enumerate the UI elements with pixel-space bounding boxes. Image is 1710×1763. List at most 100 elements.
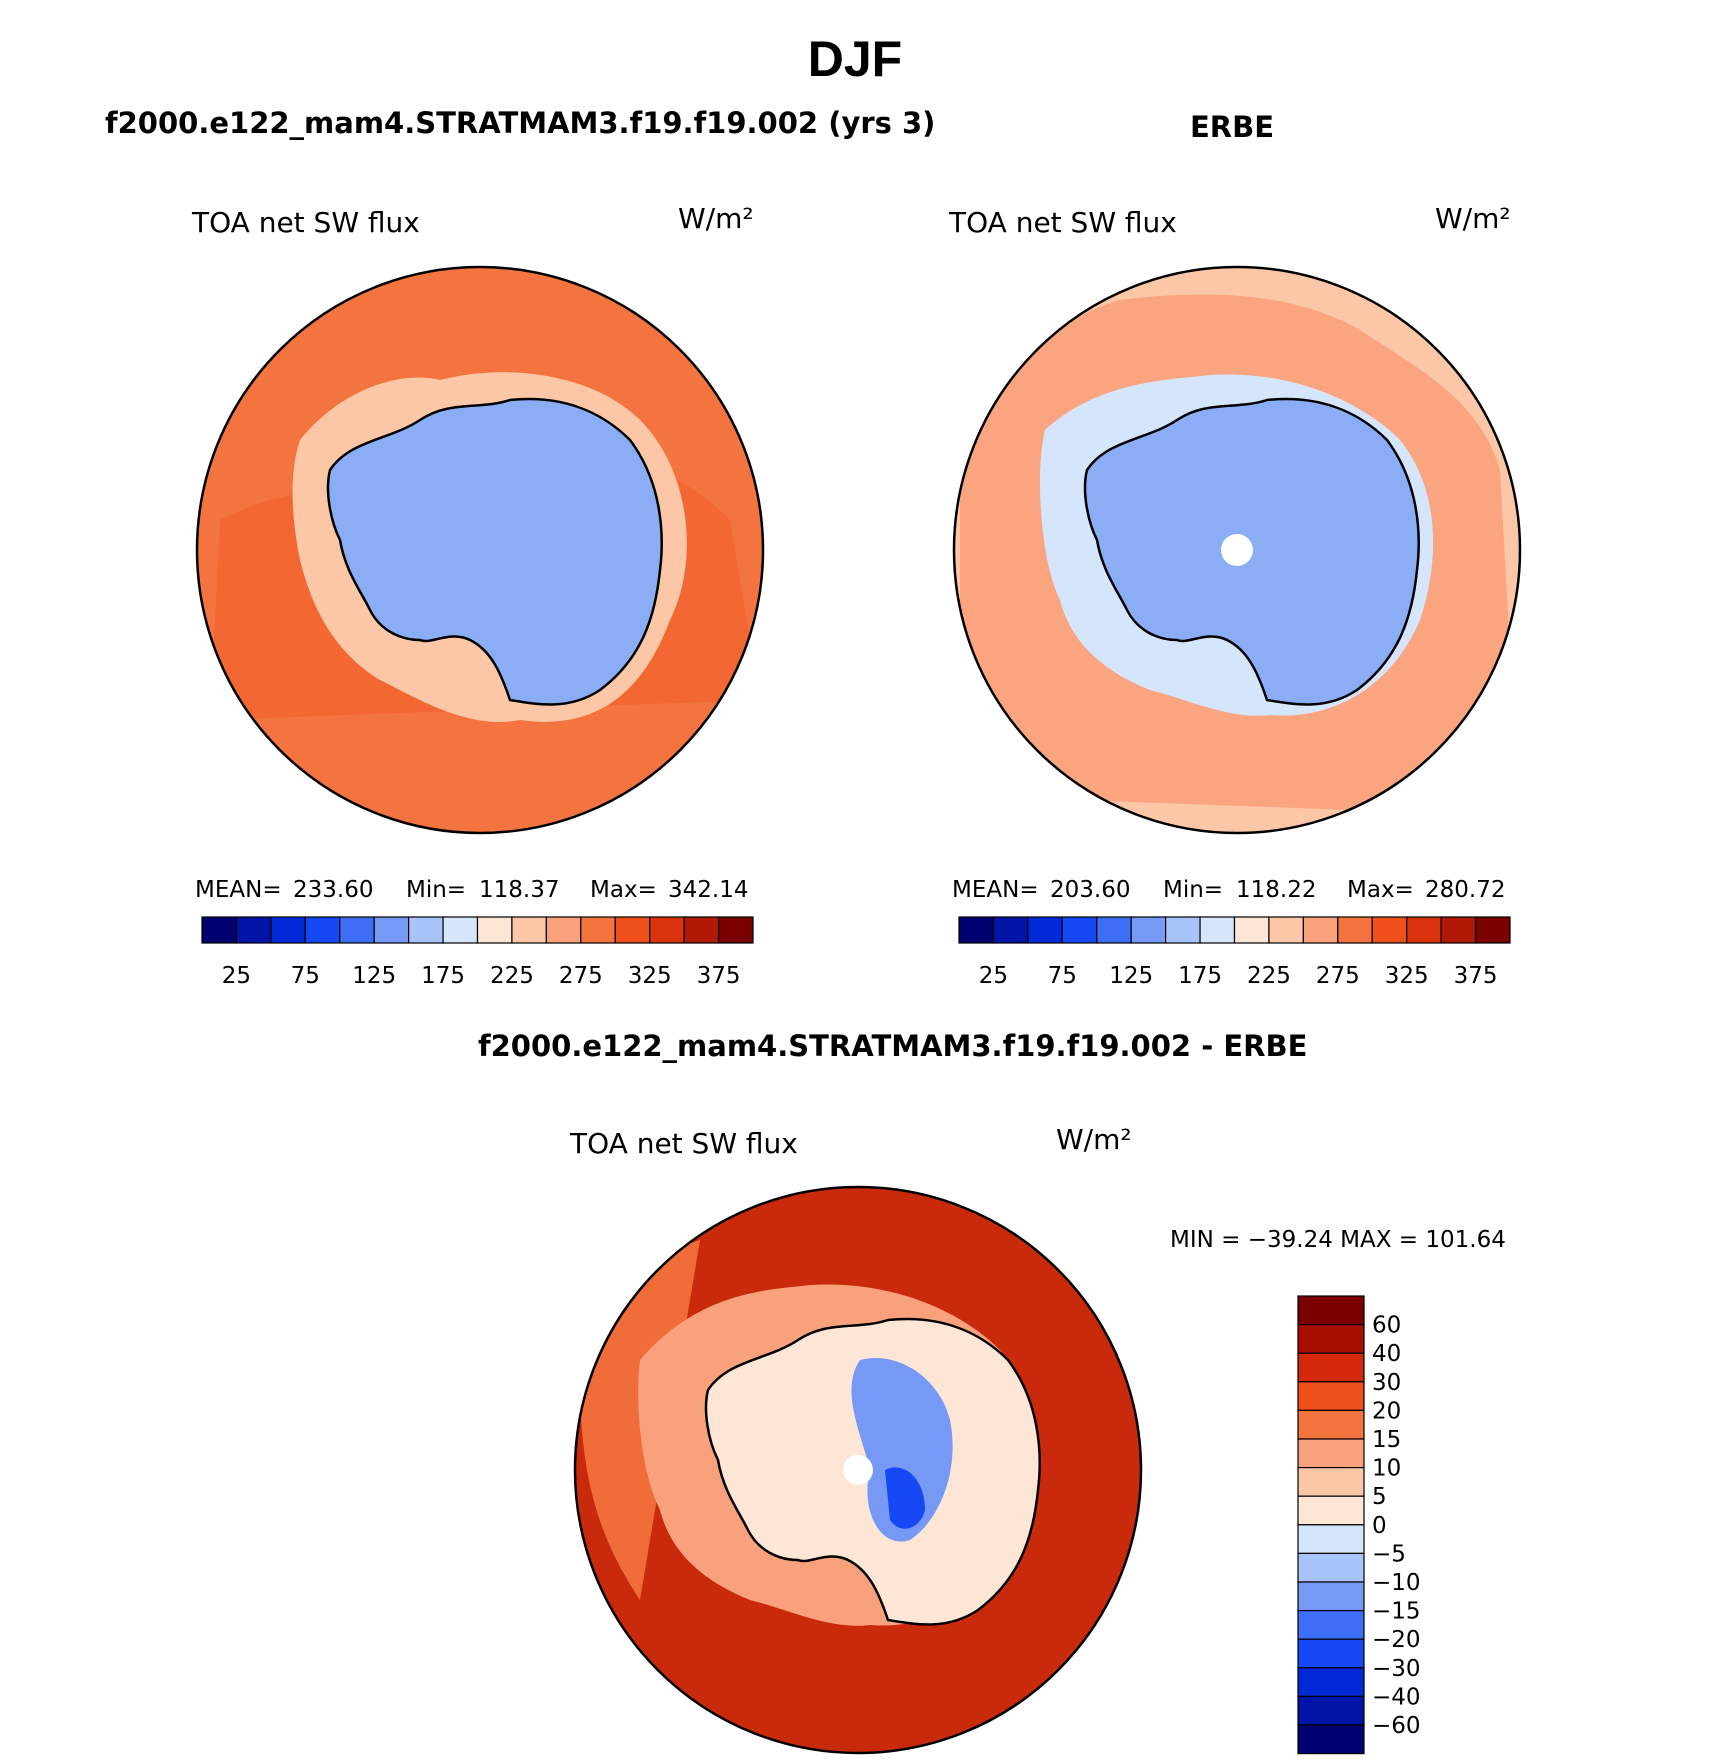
colorbar-model-tick-label: 125 bbox=[352, 963, 396, 989]
panel-model-variable-label: TOA net SW flux bbox=[191, 206, 420, 239]
colorbar-obs-swatch bbox=[1474, 916, 1511, 944]
colorbar-model-tick-label: 275 bbox=[559, 963, 603, 989]
panel-obs-max-label: Max= bbox=[1347, 877, 1414, 903]
panel-obs-min-value: 118.22 bbox=[1236, 877, 1316, 903]
colorbar-diff-tick-label: −5 bbox=[1372, 1541, 1406, 1567]
colorbar-model-swatch bbox=[270, 916, 306, 944]
colorbar-diff-tick-label: −30 bbox=[1372, 1656, 1421, 1682]
polar-data-gap bbox=[843, 1455, 873, 1485]
colorbar-diff-swatch bbox=[1297, 1581, 1365, 1612]
colorbar-diff-tick-label: 0 bbox=[1372, 1513, 1387, 1539]
colorbar-model-swatch bbox=[235, 916, 272, 944]
panel-model-mean-value: 233.60 bbox=[293, 877, 373, 903]
page-title: DJF bbox=[807, 31, 903, 87]
colorbar-obs-swatch bbox=[1302, 916, 1339, 944]
panel-model-max-value: 342.14 bbox=[668, 877, 748, 903]
colorbar-diff-swatch bbox=[1297, 1295, 1365, 1326]
colorbar-diff-swatch bbox=[1297, 1524, 1365, 1555]
colorbar-model-swatch bbox=[339, 916, 375, 944]
panel-obs-variable-label: TOA net SW flux bbox=[948, 206, 1177, 239]
map-boundary bbox=[573, 1185, 1143, 1755]
colorbar-diff-swatch bbox=[1297, 1609, 1365, 1640]
colorbar-model-tick-label: 175 bbox=[421, 963, 465, 989]
colorbar-diff-swatch bbox=[1297, 1466, 1365, 1497]
colorbar-obs-tick-label: 25 bbox=[979, 963, 1008, 989]
colorbar-diff-tick-label: 40 bbox=[1372, 1341, 1401, 1367]
polar-map-model bbox=[197, 267, 763, 833]
colorbar-diff-swatch bbox=[1297, 1495, 1365, 1526]
colorbar-model-swatch bbox=[614, 916, 651, 944]
negative-anomaly-core bbox=[885, 1467, 925, 1529]
colorbar-model-swatch bbox=[580, 916, 616, 944]
panel-model-mean-label: MEAN= bbox=[195, 877, 282, 903]
colorbar-model-tick-label: 75 bbox=[291, 963, 320, 989]
panel-obs-header: ERBE bbox=[1190, 110, 1274, 144]
colorbar-model-swatch bbox=[476, 916, 513, 944]
negative-anomaly-region bbox=[851, 1358, 953, 1542]
colorbar-model-swatch bbox=[408, 916, 444, 944]
colorbar-obs-tick-label: 75 bbox=[1048, 963, 1077, 989]
colorbar-obs-swatch bbox=[1268, 916, 1304, 944]
colorbar-diff-tick-label: 5 bbox=[1372, 1484, 1387, 1510]
colorbar-diff-swatch bbox=[1297, 1638, 1365, 1669]
colorbar-diff-tick-label: −15 bbox=[1372, 1599, 1421, 1625]
colorbar-obs-swatch bbox=[1406, 916, 1442, 944]
colorbar-diff-tick-label: 10 bbox=[1372, 1456, 1401, 1482]
colorbar-obs-swatch bbox=[1061, 916, 1098, 944]
colorbar-model-tick-label: 375 bbox=[697, 963, 741, 989]
polar-map-diff bbox=[575, 1187, 1141, 1753]
colorbar-model-swatch bbox=[201, 916, 238, 944]
colorbar-diff-tick-label: 20 bbox=[1372, 1398, 1401, 1424]
panel-model: f2000.e122_mam4.STRATMAM3.f19.f19.002 (y… bbox=[105, 106, 935, 989]
colorbar-model-swatch bbox=[511, 916, 547, 944]
colorbar-diff-swatch bbox=[1297, 1323, 1365, 1354]
colorbar-diff-tick-label: 15 bbox=[1372, 1427, 1401, 1453]
panel-obs-units-label: W/m² bbox=[1435, 202, 1511, 235]
colorbar-obs-swatch bbox=[1130, 916, 1167, 944]
panel-diff-units-label: W/m² bbox=[1056, 1123, 1132, 1156]
colorbar-model-tick-label: 325 bbox=[628, 963, 672, 989]
colorbar-obs-swatch bbox=[958, 916, 995, 944]
colorbar-obs-tick-label: 225 bbox=[1247, 963, 1291, 989]
colorbar-obs-tick-label: 325 bbox=[1385, 963, 1429, 989]
panel-obs: ERBE TOA net SW flux W/m² MEAN= 203.60 M… bbox=[948, 110, 1522, 989]
colorbar-obs-swatch bbox=[1233, 916, 1270, 944]
colorbar-obs-swatch bbox=[1027, 916, 1063, 944]
panel-obs-mean-value: 203.60 bbox=[1050, 877, 1130, 903]
colorbar-obs-tick-label: 125 bbox=[1109, 963, 1153, 989]
panel-diff: f2000.e122_mam4.STRATMAM3.f19.f19.002 - … bbox=[478, 1029, 1506, 1755]
map-boundary bbox=[952, 265, 1522, 835]
colorbar-diff-tick-label: 60 bbox=[1372, 1313, 1401, 1339]
colorbar-obs-swatch bbox=[1165, 916, 1201, 944]
colorbar-diff-swatch bbox=[1297, 1667, 1365, 1698]
colorbar-obs-swatch bbox=[1337, 916, 1373, 944]
colorbar-obs-tick-label: 275 bbox=[1316, 963, 1360, 989]
colorbar-diff-tick-label: −40 bbox=[1372, 1684, 1421, 1710]
colorbar-model-tick-label: 225 bbox=[490, 963, 534, 989]
colorbar-diff-swatch bbox=[1297, 1409, 1365, 1440]
panel-model-max-label: Max= bbox=[590, 877, 657, 903]
colorbar-diff-tick-label: 30 bbox=[1372, 1370, 1401, 1396]
colorbar-obs: 25 75 125 175 225 275 325 375 bbox=[958, 916, 1511, 989]
colorbar-obs-swatch bbox=[1199, 916, 1236, 944]
panel-obs-min-label: Min= bbox=[1163, 877, 1223, 903]
colorbar-model: 25 75 125 175 225 275 325 375 bbox=[201, 916, 754, 989]
panel-model-header: f2000.e122_mam4.STRATMAM3.f19.f19.002 (y… bbox=[105, 106, 935, 140]
colorbar-diff-tick-label: −10 bbox=[1372, 1570, 1421, 1596]
colorbar-obs-swatch bbox=[1440, 916, 1477, 944]
colorbar-model-swatch bbox=[649, 916, 685, 944]
colorbar-obs-swatch bbox=[992, 916, 1029, 944]
panel-diff-range-text: MIN = −39.24 MAX = 101.64 bbox=[1170, 1227, 1506, 1253]
colorbar-diff-swatch bbox=[1297, 1352, 1365, 1383]
colorbar-obs-swatch bbox=[1371, 916, 1408, 944]
colorbar-diff-swatch bbox=[1297, 1695, 1365, 1726]
colorbar-model-swatch bbox=[545, 916, 582, 944]
panel-diff-variable-label: TOA net SW flux bbox=[569, 1127, 798, 1160]
panel-model-min-value: 118.37 bbox=[479, 877, 559, 903]
colorbar-diff-tick-label: −60 bbox=[1372, 1713, 1421, 1739]
colorbar-model-swatch bbox=[373, 916, 410, 944]
colorbar-model-swatch bbox=[717, 916, 754, 944]
colorbar-obs-swatch bbox=[1096, 916, 1132, 944]
